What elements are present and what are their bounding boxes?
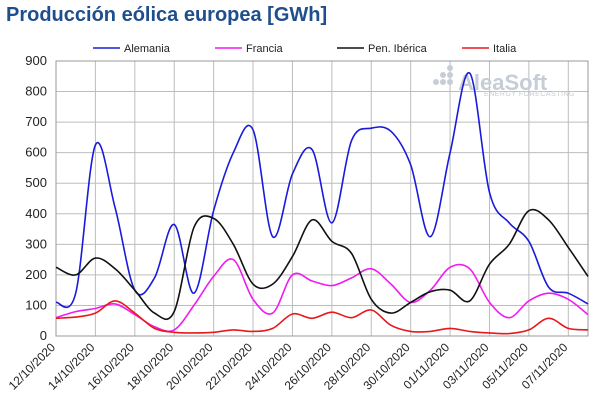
y-tick-label: 0: [40, 328, 47, 343]
chart-title: Producción eólica europea [GWh]: [6, 4, 328, 26]
series-line-pen-ib-rica: [55, 208, 589, 321]
y-tick-label: 400: [25, 206, 47, 221]
y-tick-label: 700: [25, 114, 47, 129]
y-tick-label: 800: [25, 84, 47, 99]
legend: Alemania Francia Pen. Ibérica Italia: [93, 43, 517, 55]
y-tick-label: 600: [25, 145, 47, 160]
legend-label: Pen. Ibérica: [368, 43, 428, 55]
series-lines: [55, 72, 589, 335]
series-line-italia: [55, 300, 589, 335]
x-axis-ticks: 12/10/202014/10/202016/10/202018/10/2020…: [6, 340, 571, 393]
grid: [55, 60, 589, 337]
legend-label: Italia: [493, 43, 517, 55]
series-line-francia: [55, 258, 589, 333]
series-line-alemania: [55, 72, 589, 309]
y-tick-label: 500: [25, 175, 47, 190]
y-tick-label: 300: [25, 236, 47, 251]
aleasoft-logo-icon: [433, 65, 453, 85]
legend-label: Alemania: [124, 43, 171, 55]
watermark-logo: AleaSoft ENERGY FORECASTING: [433, 65, 575, 98]
y-tick-label: 900: [25, 53, 47, 68]
y-tick-label: 200: [25, 267, 47, 282]
y-axis-ticks: 0 100 200 300 400 500 600 700 800 900: [25, 53, 47, 343]
plot-frame: [55, 60, 589, 337]
legend-label: Francia: [246, 43, 284, 55]
watermark-tagline: ENERGY FORECASTING: [484, 91, 575, 98]
y-tick-label: 100: [25, 297, 47, 312]
